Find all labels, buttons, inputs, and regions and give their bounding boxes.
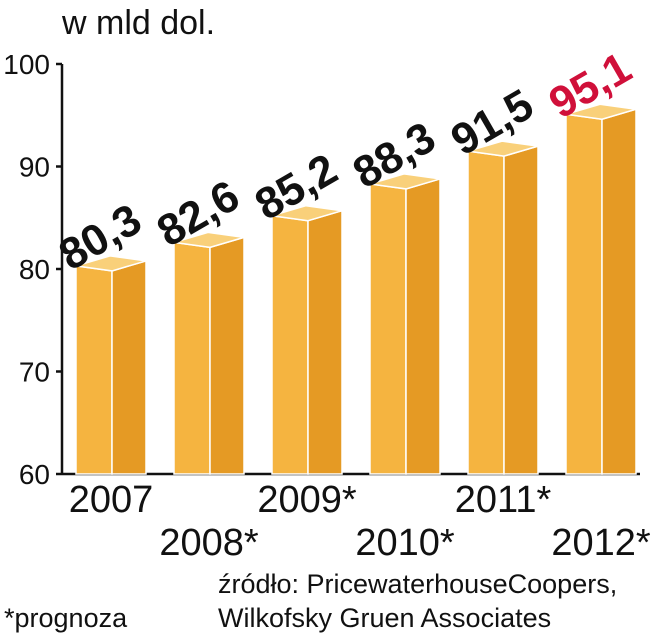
x-tick-label: 2007 [69, 479, 154, 521]
bar-side-face [405, 177, 441, 475]
bar-top-face [271, 204, 343, 222]
bar-top-face [467, 140, 539, 157]
bar [271, 204, 343, 475]
bar [369, 173, 441, 475]
bar-front-face [467, 150, 505, 475]
bar-side-face [111, 259, 147, 475]
bar-top-face [565, 103, 637, 120]
forecast-note: *prognoza [4, 603, 128, 633]
bar-front-face [75, 265, 113, 475]
value-label-group: 80,3 82,6 85,2 88,3 91,5 95,1 [51, 43, 640, 280]
y-tick-label: 100 [3, 49, 50, 80]
bar [467, 140, 539, 475]
bar-side-face [503, 145, 539, 475]
bar-side-face [601, 108, 637, 475]
bar-front-face [565, 113, 603, 475]
bar-top-face [173, 231, 245, 249]
bar-top-face [369, 173, 441, 190]
chart-title: w mld dol. [61, 4, 215, 42]
x-tick-label: 2012* [551, 522, 651, 564]
bar-front-face [271, 214, 309, 475]
y-tick-label: 90 [19, 152, 50, 183]
bar-top-face [75, 255, 147, 272]
bar-side-face [307, 209, 343, 475]
source-line-2: Wilkofsky Gruen Associates [218, 603, 551, 633]
y-tick-label: 60 [19, 459, 50, 490]
y-tick-group: 60 70 80 90 100 [3, 49, 62, 490]
bar [75, 255, 147, 475]
bar-front-face [369, 183, 407, 475]
y-tick-label: 80 [19, 254, 50, 285]
x-tick-label: 2011* [455, 479, 552, 521]
bar-group [75, 103, 637, 475]
bar-front-face [173, 241, 211, 475]
bar [173, 231, 245, 475]
bar [565, 103, 637, 475]
bar-side-face [209, 236, 245, 475]
x-tick-label: 2008* [159, 522, 259, 564]
x-tick-label: 2009* [257, 479, 357, 521]
x-tick-label: 2010* [355, 522, 455, 564]
source-line-1: źródło: PricewaterhouseCoopers, [218, 569, 617, 599]
y-tick-label: 70 [19, 357, 50, 388]
